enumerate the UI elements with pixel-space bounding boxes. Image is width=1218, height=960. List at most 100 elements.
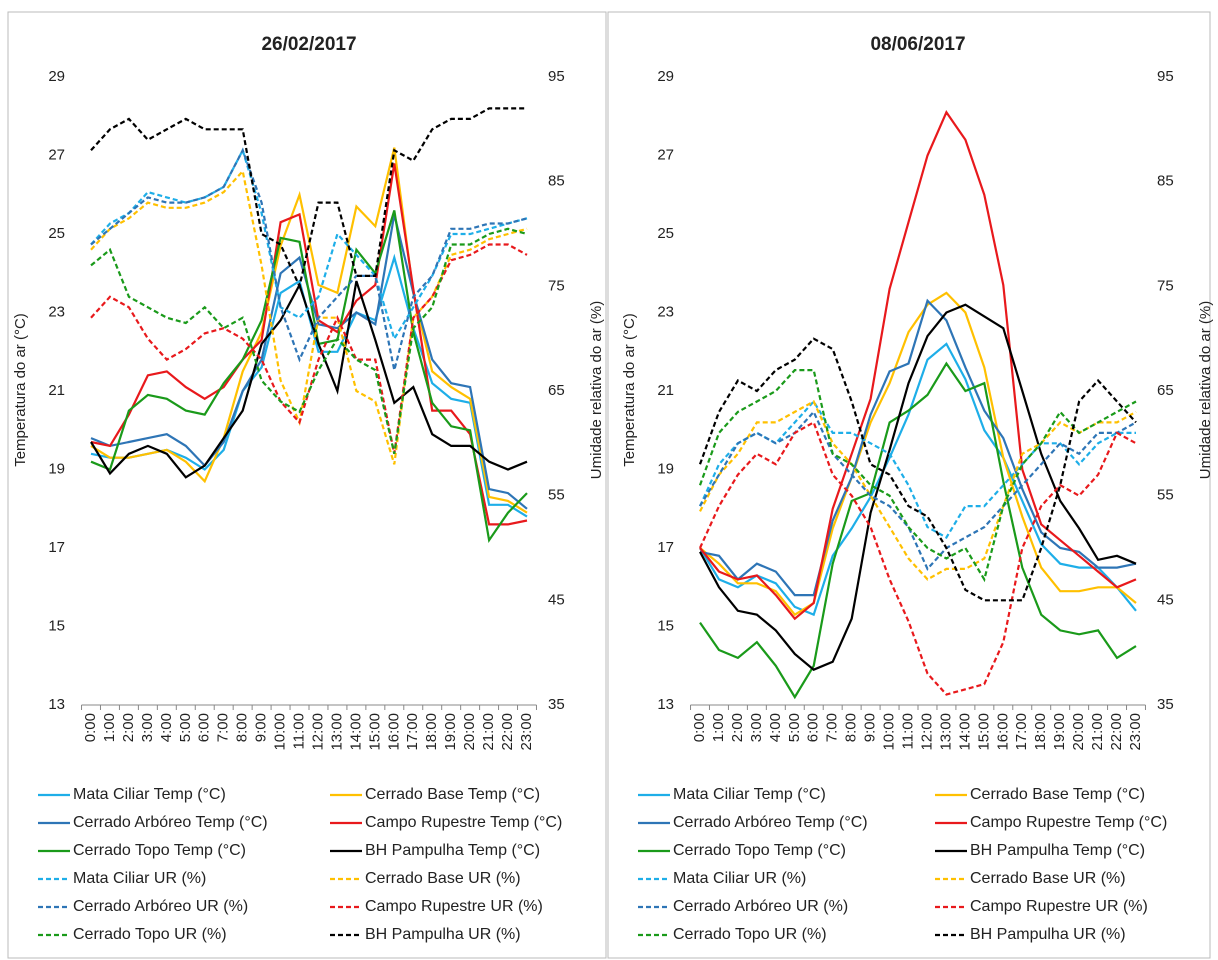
y2-tick-label: 95 <box>548 68 565 85</box>
x-tick-label: 17:00 <box>404 713 421 751</box>
x-tick-label: 8:00 <box>843 713 860 742</box>
x-tick-label: 22:00 <box>1108 713 1125 751</box>
legend-label: Cerrado Topo Temp (°C) <box>73 842 246 859</box>
x-tick-label: 13:00 <box>328 713 345 751</box>
y2-tick-label: 35 <box>1157 696 1174 713</box>
x-tick-label: 12:00 <box>918 713 935 751</box>
series-line <box>698 337 1137 602</box>
x-tick-label: 19:00 <box>442 713 459 751</box>
y2-tick-label: 95 <box>1157 68 1174 85</box>
x-tick-label: 9:00 <box>253 713 270 742</box>
chart-title: 26/02/2017 <box>261 34 356 55</box>
chart-title: 08/06/2017 <box>870 34 965 55</box>
y-tick-label: 29 <box>48 68 65 85</box>
x-tick-label: 0:00 <box>82 713 99 742</box>
x-tick-label: 16:00 <box>385 713 402 751</box>
series-line <box>699 298 1137 597</box>
y-tick-label: 25 <box>48 225 65 242</box>
series-line <box>699 342 1137 617</box>
y-axis-title: Temperatura do ar (°C) <box>621 313 638 467</box>
series-line <box>90 243 528 455</box>
y2-tick-label: 65 <box>1157 382 1174 399</box>
y2-tick-label: 75 <box>1157 277 1174 294</box>
x-tick-label: 18:00 <box>1032 713 1049 751</box>
legend-label: Mata Ciliar Temp (°C) <box>673 786 826 803</box>
y2-axis-title: Umidade relativa do ar (%) <box>588 301 605 479</box>
series-line <box>699 303 1137 671</box>
series-line <box>90 210 528 544</box>
y-tick-label: 19 <box>657 460 674 477</box>
series-line <box>90 147 528 342</box>
y-tick-label: 21 <box>48 382 65 399</box>
x-tick-label: 22:00 <box>499 713 516 751</box>
y2-tick-label: 45 <box>1157 591 1174 608</box>
series-line <box>90 147 528 514</box>
series-line <box>699 110 1137 621</box>
x-tick-label: 0:00 <box>691 713 708 742</box>
x-tick-label: 6:00 <box>196 713 213 742</box>
x-tick-label: 8:00 <box>234 713 251 742</box>
y-tick-label: 15 <box>48 617 65 634</box>
legend-label: Campo Rupestre Temp (°C) <box>365 814 562 831</box>
series-line <box>90 168 528 465</box>
x-tick-label: 20:00 <box>1070 713 1087 751</box>
y-axis-title: Temperatura do ar (°C) <box>12 313 29 467</box>
series-line <box>90 107 527 290</box>
y2-tick-label: 55 <box>1157 487 1174 504</box>
x-tick-label: 4:00 <box>158 713 175 742</box>
y-tick-label: 27 <box>48 146 65 163</box>
legend-label: Cerrado Topo UR (%) <box>673 926 827 943</box>
series-line <box>699 399 1137 581</box>
x-tick-label: 2:00 <box>120 713 137 742</box>
y2-tick-label: 75 <box>548 277 565 294</box>
series-line <box>699 291 1137 617</box>
y-tick-label: 21 <box>657 382 674 399</box>
y2-tick-label: 35 <box>548 696 565 713</box>
x-tick-label: 10:00 <box>881 713 898 751</box>
x-tick-label: 2:00 <box>729 713 746 742</box>
y-tick-label: 23 <box>657 303 674 320</box>
x-tick-label: 19:00 <box>1051 713 1068 751</box>
y-tick-label: 23 <box>48 303 65 320</box>
x-tick-label: 1:00 <box>710 713 727 742</box>
series-line <box>699 409 1137 571</box>
x-tick-label: 21:00 <box>1089 713 1106 751</box>
series-line <box>90 147 528 371</box>
x-tick-label: 20:00 <box>461 713 478 751</box>
y2-tick-label: 85 <box>548 173 565 190</box>
y2-tick-label: 55 <box>548 487 565 504</box>
panel-frame <box>607 11 1211 959</box>
legend-label: Cerrado Base UR (%) <box>365 870 521 887</box>
legend-label: Cerrado Base Temp (°C) <box>970 786 1145 803</box>
legend-label: BH Pampulha UR (%) <box>365 926 521 943</box>
x-tick-label: 5:00 <box>177 713 194 742</box>
x-tick-label: 15:00 <box>366 713 383 751</box>
x-tick-label: 23:00 <box>1127 713 1144 751</box>
series-line <box>699 361 1137 700</box>
y-tick-label: 27 <box>657 146 674 163</box>
x-tick-label: 5:00 <box>786 713 803 742</box>
x-tick-label: 10:00 <box>272 713 289 751</box>
x-tick-label: 3:00 <box>139 713 156 742</box>
legend-label: Mata Ciliar Temp (°C) <box>73 786 226 803</box>
y-tick-label: 25 <box>657 225 674 242</box>
series-line <box>90 214 528 510</box>
x-tick-label: 4:00 <box>767 713 784 742</box>
x-tick-label: 14:00 <box>347 713 364 751</box>
y-tick-label: 13 <box>48 696 65 713</box>
legend-label: Campo Rupestre Temp (°C) <box>970 814 1167 831</box>
x-tick-label: 17:00 <box>1013 713 1030 751</box>
y2-tick-label: 45 <box>548 591 565 608</box>
y2-tick-label: 65 <box>548 382 565 399</box>
legend-label: Cerrado Arbóreo UR (%) <box>73 898 248 915</box>
legend-label: Cerrado Base Temp (°C) <box>365 786 540 803</box>
x-tick-label: 3:00 <box>748 713 765 742</box>
x-tick-label: 14:00 <box>956 713 973 751</box>
legend-label: BH Pampulha Temp (°C) <box>970 842 1145 859</box>
x-tick-label: 21:00 <box>480 713 497 751</box>
series-line <box>90 227 528 455</box>
y-tick-label: 13 <box>657 696 674 713</box>
y-tick-label: 19 <box>48 460 65 477</box>
x-tick-label: 13:00 <box>937 713 954 751</box>
